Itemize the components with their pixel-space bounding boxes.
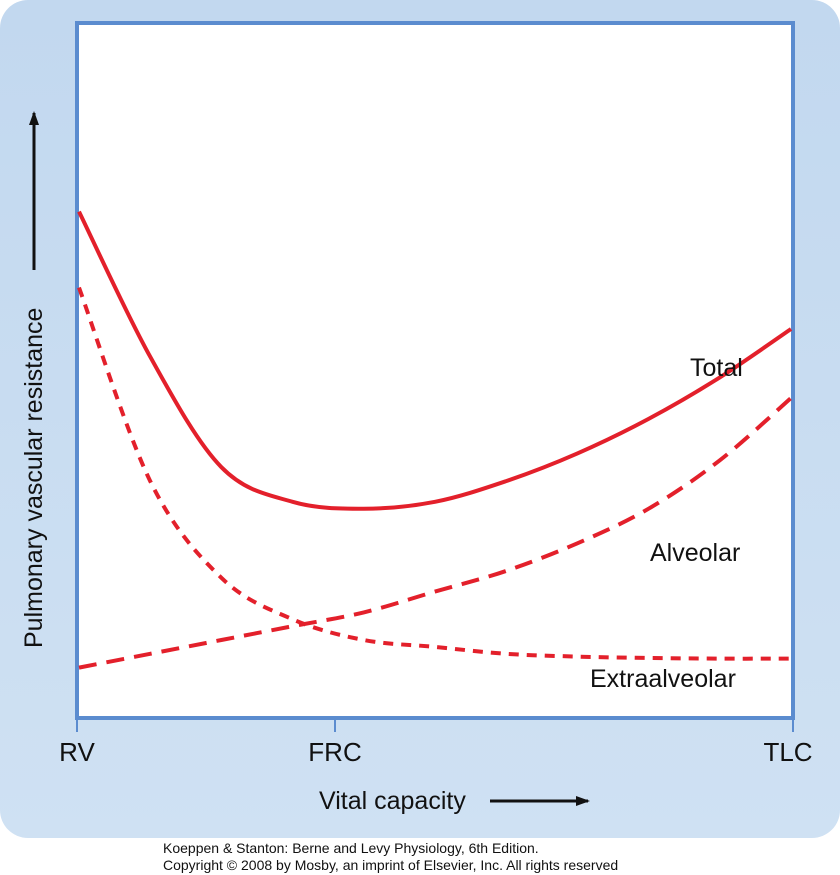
series-line-alveolar [78, 396, 793, 670]
series-line-total [77, 210, 793, 511]
series-label-alveolar: Alveolar [650, 539, 740, 567]
x-tick-label-frc: FRC [308, 737, 361, 767]
credit-line-2: Copyright © 2008 by Mosby, an imprint of… [163, 857, 619, 873]
x-tick-label-rv: RV [59, 737, 95, 767]
x-axis-title: Vital capacity [319, 787, 466, 815]
copyright-credit: Koeppen & Stanton: Berne and Levy Physio… [0, 838, 840, 875]
credit-line-1: Koeppen & Stanton: Berne and Levy Physio… [163, 840, 539, 856]
x-tick-label-tlc: TLC [763, 737, 812, 767]
series-line-extraalveolar [77, 286, 792, 661]
curves [77, 210, 793, 670]
chart: RV FRC TLC Vital capacity Pulmonary vasc… [20, 21, 813, 815]
series-label-extraalveolar: Extraalveolar [590, 665, 736, 693]
series-label-total: Total [690, 354, 743, 382]
plot-area [75, 21, 795, 720]
y-axis-title: Pulmonary vascular resistance [20, 308, 48, 648]
